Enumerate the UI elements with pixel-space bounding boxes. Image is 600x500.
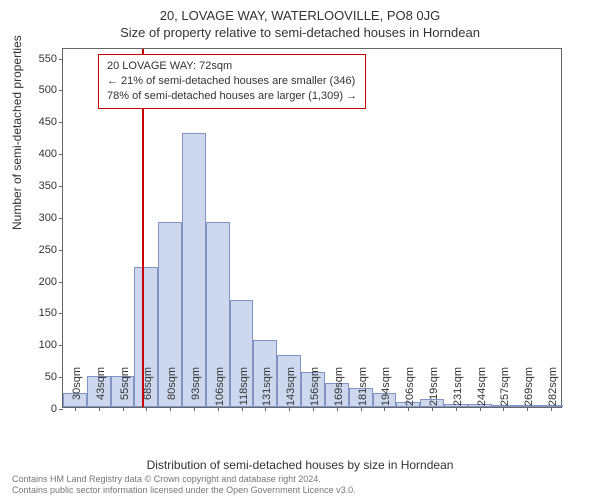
infobox-line-3: 78% of semi-detached houses are larger (… — [107, 89, 357, 104]
x-tick-label: 55sqm — [119, 367, 131, 413]
y-tick-label: 0 — [27, 403, 63, 415]
page-title: 20, LOVAGE WAY, WATERLOOVILLE, PO8 0JG — [0, 0, 600, 23]
x-tick-label: 131sqm — [261, 367, 273, 413]
x-tick-label: 231sqm — [452, 367, 464, 413]
y-tick-mark — [59, 409, 63, 410]
y-tick-label: 150 — [27, 307, 63, 319]
y-tick-mark — [59, 122, 63, 123]
y-tick-label: 50 — [27, 371, 63, 383]
y-tick-label: 200 — [27, 276, 63, 288]
y-tick-mark — [59, 218, 63, 219]
y-tick-label: 450 — [27, 116, 63, 128]
x-tick-label: 257sqm — [499, 367, 511, 413]
y-axis-label: Number of semi-detached properties — [10, 35, 24, 230]
y-tick-mark — [59, 345, 63, 346]
y-tick-mark — [59, 282, 63, 283]
y-tick-mark — [59, 154, 63, 155]
y-tick-label: 350 — [27, 180, 63, 192]
reference-infobox: 20 LOVAGE WAY: 72sqm ← 21% of semi-detac… — [98, 54, 366, 109]
y-tick-mark — [59, 377, 63, 378]
x-tick-label: 244sqm — [476, 367, 488, 413]
page-subtitle: Size of property relative to semi-detach… — [0, 23, 600, 40]
histogram-bar — [182, 133, 206, 407]
x-tick-label: 68sqm — [142, 367, 154, 413]
footer-line-2: Contains public sector information licen… — [12, 485, 356, 496]
y-tick-label: 550 — [27, 53, 63, 65]
y-tick-mark — [59, 186, 63, 187]
x-tick-label: 80sqm — [166, 367, 178, 413]
histogram-chart: 05010015020025030035040045050055030sqm43… — [62, 48, 562, 408]
infobox-line-1: 20 LOVAGE WAY: 72sqm — [107, 59, 357, 74]
y-tick-label: 100 — [27, 339, 63, 351]
y-tick-label: 250 — [27, 244, 63, 256]
attribution-footer: Contains HM Land Registry data © Crown c… — [12, 474, 356, 496]
y-tick-mark — [59, 250, 63, 251]
x-tick-label: 156sqm — [309, 367, 321, 413]
x-tick-label: 43sqm — [95, 367, 107, 413]
y-tick-mark — [59, 59, 63, 60]
footer-line-1: Contains HM Land Registry data © Crown c… — [12, 474, 356, 485]
x-tick-label: 93sqm — [190, 367, 202, 413]
x-tick-label: 219sqm — [428, 367, 440, 413]
y-tick-mark — [59, 313, 63, 314]
x-tick-label: 282sqm — [547, 367, 559, 413]
x-tick-label: 143sqm — [285, 367, 297, 413]
x-tick-label: 269sqm — [523, 367, 535, 413]
infobox-line-2: ← 21% of semi-detached houses are smalle… — [107, 74, 357, 89]
y-tick-mark — [59, 90, 63, 91]
x-tick-label: 106sqm — [214, 367, 226, 413]
y-tick-label: 500 — [27, 84, 63, 96]
x-tick-label: 181sqm — [357, 367, 369, 413]
x-tick-label: 169sqm — [333, 367, 345, 413]
x-tick-label: 30sqm — [71, 367, 83, 413]
x-tick-label: 118sqm — [238, 367, 250, 413]
y-tick-label: 400 — [27, 148, 63, 160]
x-tick-label: 194sqm — [380, 367, 392, 413]
x-tick-label: 206sqm — [404, 367, 416, 413]
y-tick-label: 300 — [27, 212, 63, 224]
x-axis-label: Distribution of semi-detached houses by … — [0, 458, 600, 472]
